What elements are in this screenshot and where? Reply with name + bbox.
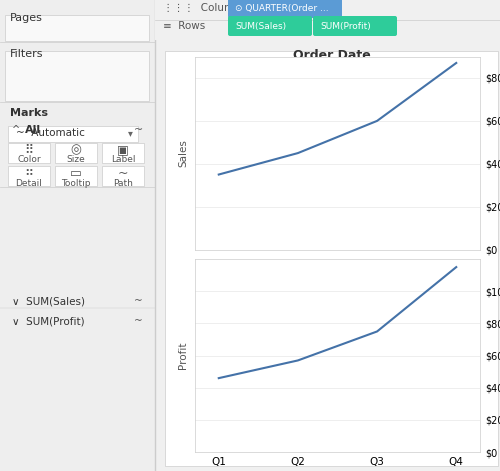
- Y-axis label: Profit: Profit: [178, 342, 188, 369]
- Text: Path: Path: [113, 179, 133, 187]
- Text: ◎: ◎: [70, 144, 82, 156]
- Text: ~: ~: [134, 316, 143, 326]
- Text: Marks: Marks: [10, 108, 48, 118]
- Text: ⊙ QUARTER(Order ...: ⊙ QUARTER(Order ...: [235, 3, 328, 13]
- FancyBboxPatch shape: [8, 166, 50, 186]
- Text: Pages: Pages: [10, 13, 43, 23]
- FancyBboxPatch shape: [313, 16, 397, 36]
- FancyBboxPatch shape: [165, 51, 498, 466]
- Text: ⋮⋮⋮  Columns: ⋮⋮⋮ Columns: [163, 3, 246, 13]
- Text: ⠶: ⠶: [24, 167, 34, 179]
- Y-axis label: Sales: Sales: [178, 139, 188, 167]
- FancyBboxPatch shape: [8, 126, 138, 142]
- Text: ▣: ▣: [117, 144, 129, 156]
- FancyBboxPatch shape: [102, 143, 144, 163]
- Text: Size: Size: [66, 155, 86, 164]
- Text: Filters: Filters: [10, 49, 43, 59]
- FancyBboxPatch shape: [55, 143, 97, 163]
- FancyBboxPatch shape: [0, 0, 155, 471]
- FancyBboxPatch shape: [8, 143, 50, 163]
- FancyBboxPatch shape: [55, 166, 97, 186]
- Text: ~  Automatic: ~ Automatic: [16, 128, 85, 138]
- Text: ~: ~: [118, 167, 128, 179]
- FancyBboxPatch shape: [228, 0, 342, 18]
- Text: All: All: [25, 125, 41, 135]
- Text: ^: ^: [12, 125, 20, 135]
- FancyBboxPatch shape: [102, 166, 144, 186]
- FancyBboxPatch shape: [5, 51, 149, 101]
- Text: ⠿: ⠿: [24, 144, 34, 156]
- Text: Order Date: Order Date: [292, 49, 370, 62]
- Text: Tooltip: Tooltip: [61, 179, 91, 187]
- Text: ▭: ▭: [70, 167, 82, 179]
- Text: Label: Label: [111, 155, 135, 164]
- FancyBboxPatch shape: [155, 0, 500, 40]
- Text: SUM(Profit): SUM(Profit): [320, 22, 371, 31]
- Text: SUM(Sales): SUM(Sales): [235, 22, 286, 31]
- Text: Detail: Detail: [16, 179, 42, 187]
- FancyBboxPatch shape: [5, 15, 149, 41]
- Text: ≡  Rows: ≡ Rows: [163, 21, 206, 31]
- Text: ▾: ▾: [128, 128, 133, 138]
- Text: ∨  SUM(Profit): ∨ SUM(Profit): [12, 316, 85, 326]
- Text: Color: Color: [17, 155, 41, 164]
- Text: ∨  SUM(Sales): ∨ SUM(Sales): [12, 296, 85, 306]
- Text: ~: ~: [134, 125, 143, 135]
- Text: ~: ~: [134, 296, 143, 306]
- FancyBboxPatch shape: [228, 16, 312, 36]
